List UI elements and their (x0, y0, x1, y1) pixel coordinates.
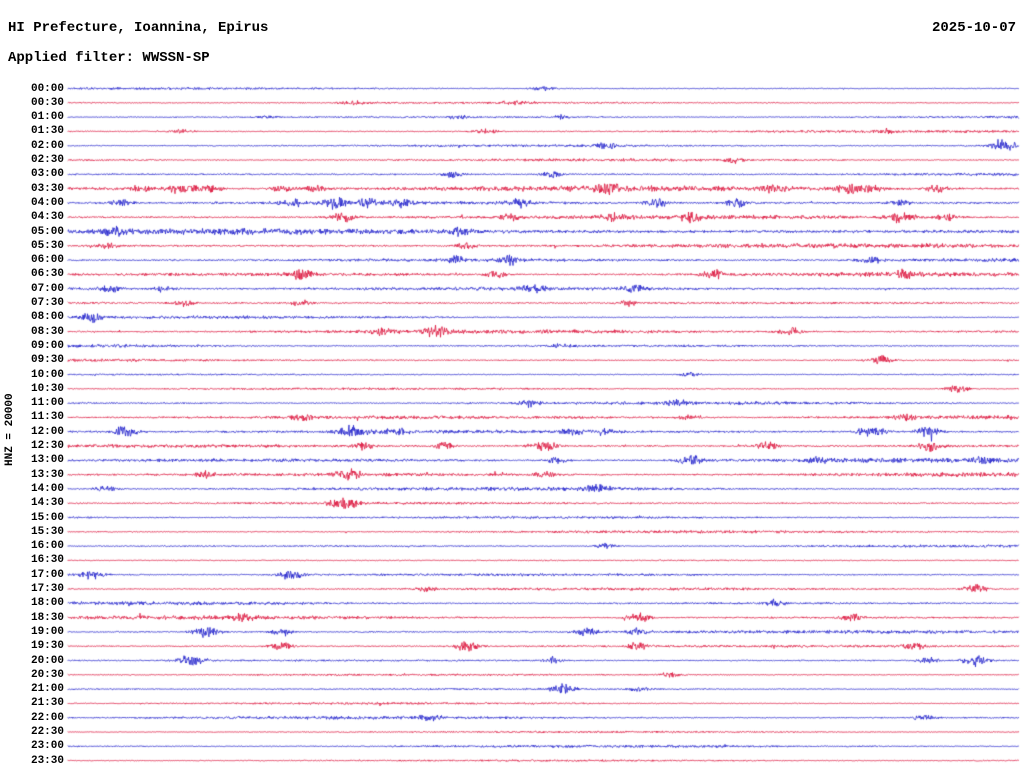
time-label-1600: 16:00 (30, 540, 64, 553)
time-label-0030: 00:30 (30, 96, 64, 109)
time-label-0230: 02:30 (30, 154, 64, 166)
time-label-2200: 22:00 (30, 711, 64, 724)
date-label: 2025-10-07 (931, 20, 1016, 36)
time-label-1000: 10:00 (30, 368, 64, 381)
time-label-0330: 03:30 (30, 182, 64, 195)
time-label-0130: 01:30 (30, 125, 64, 138)
time-label-1530: 15:30 (30, 525, 64, 538)
time-label-1830: 18:30 (30, 611, 64, 624)
time-label-0530: 05:30 (30, 239, 64, 252)
time-label-0730: 07:30 (30, 297, 64, 309)
time-label-2130: 21:30 (30, 697, 64, 710)
time-label-2300: 23:00 (30, 740, 64, 753)
time-label-0000: 00:00 (30, 82, 64, 95)
time-label-2330: 23:30 (30, 754, 64, 767)
time-label-1400: 14:00 (30, 482, 64, 495)
time-label-0700: 07:00 (30, 282, 64, 295)
time-label-1630: 16:30 (30, 554, 64, 567)
time-label-2100: 21:00 (30, 683, 64, 696)
page-title: HI Prefecture, Ioannina, Epirus (8, 20, 269, 36)
time-label-1930: 19:30 (30, 640, 64, 653)
time-label-0430: 04:30 (30, 211, 64, 224)
time-label-0300: 03:00 (30, 168, 64, 181)
time-label-1100: 11:00 (30, 397, 64, 410)
time-label-1730: 17:30 (30, 583, 64, 595)
time-label-2030: 20:30 (30, 668, 64, 681)
time-label-0400: 04:00 (30, 196, 64, 209)
time-label-1130: 11:30 (30, 411, 64, 424)
time-label-0930: 09:30 (30, 354, 64, 367)
time-label-0500: 05:00 (30, 225, 64, 238)
time-label-0800: 08:00 (30, 311, 64, 324)
time-label-1430: 14:30 (30, 497, 64, 510)
time-label-0200: 02:00 (30, 139, 64, 152)
time-label-0100: 01:00 (30, 111, 64, 124)
time-label-1300: 13:00 (30, 454, 64, 467)
filter-label: Applied filter: WWSSN-SP (8, 50, 210, 66)
time-label-0630: 06:30 (30, 268, 64, 281)
time-label-2000: 20:00 (30, 654, 64, 667)
time-label-1030: 10:30 (30, 382, 64, 395)
time-label-0830: 08:30 (30, 325, 64, 338)
time-label-1330: 13:30 (30, 468, 64, 481)
time-label-1500: 15:00 (30, 511, 64, 524)
time-label-0900: 09:00 (30, 339, 64, 352)
time-label-1700: 17:00 (30, 568, 64, 581)
time-label-1200: 12:00 (30, 425, 64, 438)
time-label-1230: 12:30 (30, 440, 64, 452)
time-label-0600: 06:00 (30, 254, 64, 267)
time-label-2230: 22:30 (30, 726, 64, 738)
time-label-1800: 18:00 (30, 597, 64, 610)
time-label-1900: 19:00 (30, 625, 64, 638)
